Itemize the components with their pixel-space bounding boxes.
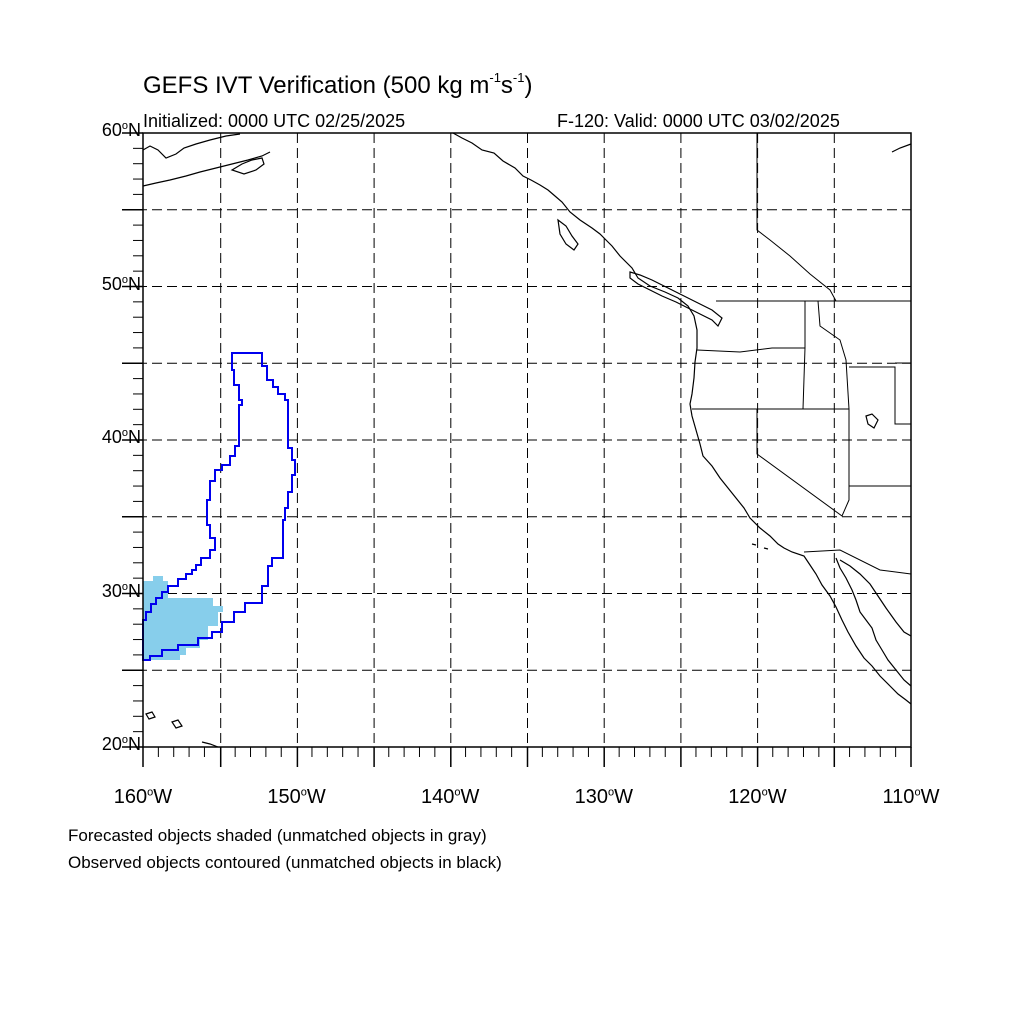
west-coast-coastline (452, 132, 912, 705)
lat-label: 60oN (101, 120, 141, 140)
us-mexico-border (803, 549, 912, 575)
montana-wyoming-border (849, 362, 911, 425)
alaska-peninsula (142, 151, 271, 187)
idaho-border (802, 300, 850, 410)
valid-time: F-120: Valid: 0000 UTC 03/02/2025 (557, 111, 840, 131)
observed-note: Observed objects contoured (unmatched ob… (68, 853, 502, 872)
political-borders (692, 133, 912, 575)
forecast-object (143, 576, 223, 660)
major-ticks (122, 132, 912, 767)
gridlines (122, 133, 911, 747)
haida-gwaii (557, 218, 579, 251)
initialized-time: Initialized: 0000 UTC 02/25/2025 (143, 111, 406, 131)
kodiak-island (230, 157, 265, 175)
lat-label: 50oN (101, 273, 141, 294)
se-alaska-coast (891, 143, 912, 153)
channel-islands (751, 543, 769, 550)
forecast-note: Forecasted objects shaded (unmatched obj… (68, 826, 487, 845)
lon-label: 150oW (267, 786, 326, 808)
chart-title: GEFS IVT Verification (500 kg m-1s-1) (143, 70, 533, 99)
lon-label: 110oW (882, 786, 940, 808)
nevada-border (756, 409, 850, 517)
lon-label: 120oW (728, 786, 787, 808)
alaska-south-coast (142, 133, 241, 159)
hawaii-big-island (201, 741, 219, 748)
gulf-of-california-east (839, 559, 912, 637)
lat-label: 40oN (101, 427, 141, 447)
lat-label: 30oN (101, 580, 141, 601)
washington-oregon-border (696, 301, 806, 353)
hawaii-oahu (145, 711, 156, 720)
great-salt-lake (865, 413, 879, 429)
coastlines (142, 132, 912, 748)
lon-label: 160oW (113, 786, 173, 808)
vancouver-island (629, 271, 723, 328)
lat-label: 20oN (101, 734, 141, 754)
hawaii-maui (171, 719, 183, 729)
lon-label: 140oW (420, 786, 480, 808)
minor-ticks (133, 147, 897, 757)
lon-label: 130oW (574, 786, 633, 808)
canada-bc-alberta-border (756, 133, 837, 302)
baja-coastline (835, 557, 912, 687)
